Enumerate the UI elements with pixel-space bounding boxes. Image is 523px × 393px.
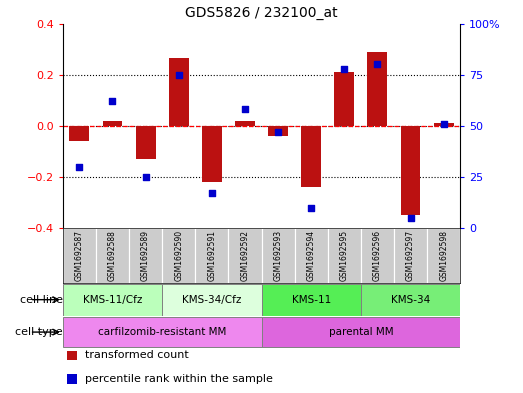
Text: cell type: cell type xyxy=(15,327,63,337)
Bar xyxy=(262,284,361,316)
Bar xyxy=(368,51,388,126)
Bar xyxy=(262,317,460,347)
Text: transformed count: transformed count xyxy=(85,351,188,360)
Point xyxy=(307,204,315,211)
Bar xyxy=(235,121,255,126)
Point xyxy=(208,190,216,196)
Bar xyxy=(162,228,195,283)
Text: KMS-34: KMS-34 xyxy=(391,295,430,305)
Bar xyxy=(268,126,288,136)
Bar xyxy=(427,228,460,283)
Bar xyxy=(361,228,394,283)
Point xyxy=(274,129,282,135)
Bar xyxy=(262,228,294,283)
Bar xyxy=(70,126,89,141)
Text: GSM1692592: GSM1692592 xyxy=(241,230,249,281)
Title: GDS5826 / 232100_at: GDS5826 / 232100_at xyxy=(185,6,338,20)
Text: cell line: cell line xyxy=(20,295,63,305)
Point xyxy=(340,65,348,72)
Bar xyxy=(63,317,262,347)
Text: GSM1692593: GSM1692593 xyxy=(274,230,282,281)
Bar xyxy=(195,228,229,283)
Bar xyxy=(63,284,162,316)
Bar xyxy=(202,126,222,182)
Text: GSM1692595: GSM1692595 xyxy=(340,230,349,281)
Text: GSM1692588: GSM1692588 xyxy=(108,230,117,281)
Bar xyxy=(96,228,129,283)
Bar xyxy=(301,126,321,187)
Bar xyxy=(169,58,189,126)
Text: GSM1692590: GSM1692590 xyxy=(174,230,183,281)
Text: GSM1692597: GSM1692597 xyxy=(406,230,415,281)
Bar xyxy=(361,284,460,316)
Bar xyxy=(103,121,122,126)
Point xyxy=(141,174,150,180)
Text: KMS-34/Cfz: KMS-34/Cfz xyxy=(182,295,242,305)
Point xyxy=(108,98,117,105)
Text: GSM1692598: GSM1692598 xyxy=(439,230,448,281)
Bar xyxy=(129,228,162,283)
Bar xyxy=(328,228,361,283)
Point xyxy=(373,61,382,68)
Bar xyxy=(401,126,420,215)
Bar xyxy=(162,284,262,316)
Bar xyxy=(63,228,96,283)
Point xyxy=(75,163,84,170)
Text: GSM1692591: GSM1692591 xyxy=(207,230,217,281)
Text: GSM1692594: GSM1692594 xyxy=(306,230,316,281)
Bar xyxy=(294,228,328,283)
Text: carfilzomib-resistant MM: carfilzomib-resistant MM xyxy=(98,327,226,337)
Bar xyxy=(67,374,77,384)
Point xyxy=(406,215,415,221)
Bar xyxy=(434,123,453,126)
Text: parental MM: parental MM xyxy=(328,327,393,337)
Bar xyxy=(67,351,77,360)
Bar xyxy=(229,228,262,283)
Bar xyxy=(135,126,155,159)
Text: GSM1692596: GSM1692596 xyxy=(373,230,382,281)
Text: KMS-11: KMS-11 xyxy=(291,295,331,305)
Bar xyxy=(334,72,354,126)
Text: GSM1692589: GSM1692589 xyxy=(141,230,150,281)
Point xyxy=(439,121,448,127)
Bar xyxy=(394,228,427,283)
Text: GSM1692587: GSM1692587 xyxy=(75,230,84,281)
Point xyxy=(241,106,249,112)
Text: percentile rank within the sample: percentile rank within the sample xyxy=(85,374,272,384)
Point xyxy=(175,72,183,78)
Text: KMS-11/Cfz: KMS-11/Cfz xyxy=(83,295,142,305)
